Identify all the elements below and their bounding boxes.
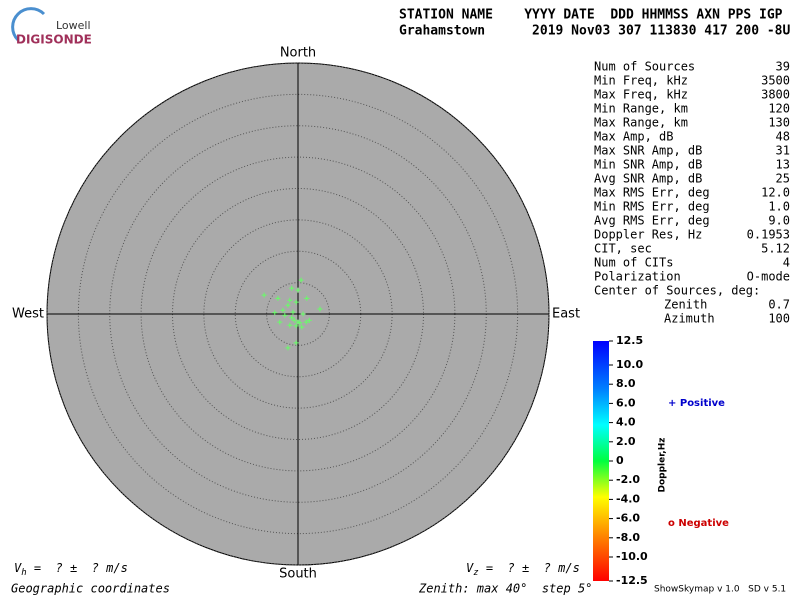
- source-point: [293, 299, 299, 305]
- source-point: [272, 310, 278, 316]
- colorbar-tick-label: 12.5: [616, 334, 643, 347]
- legend-negative: o Negative: [668, 518, 729, 529]
- source-point: [287, 297, 293, 303]
- direction-label: East: [552, 307, 580, 322]
- stat-label: Zenith: [664, 298, 707, 312]
- zenith-label: Zenith: max 40° step 5°: [418, 582, 592, 596]
- stat-label: CIT, sec: [594, 242, 652, 256]
- source-point: [306, 317, 312, 323]
- stat-label: Max Freq, kHz: [594, 88, 688, 102]
- stat-value: 5.12: [761, 242, 790, 256]
- stat-label: Min Range, km: [594, 102, 688, 116]
- colorbar-tick-label: -12.5: [616, 574, 648, 587]
- stat-label: Azimuth: [664, 312, 715, 326]
- stat-value: 12.0: [761, 186, 790, 200]
- logo-arc: [11, 7, 46, 42]
- vz-label: Vz = ? ± ? m/s: [466, 561, 580, 578]
- source-point: [290, 309, 296, 315]
- stat-value: 130: [768, 116, 790, 130]
- legend-positive: + Positive: [668, 398, 725, 409]
- stat-value: 31: [776, 144, 790, 158]
- header-row: Grahamstown 2019 Nov03 307 113830 417 20…: [399, 24, 791, 39]
- stat-label: Max RMS Err, deg: [594, 186, 710, 200]
- colorbar-tick-label: 8.0: [616, 377, 636, 390]
- colorbar-label: Doppler,Hz: [658, 437, 668, 492]
- colorbar-tick-label: 10.0: [616, 358, 643, 371]
- direction-label: West: [12, 307, 44, 322]
- direction-label: South: [279, 567, 317, 582]
- stat-label: Min Freq, kHz: [594, 74, 688, 88]
- source-point: [285, 302, 291, 308]
- source-point: [280, 307, 286, 313]
- source-point: [293, 323, 299, 329]
- logo-top: Lowell: [56, 19, 91, 32]
- stat-label: Min SNR Amp, dB: [594, 158, 702, 172]
- stat-value: 39: [776, 60, 790, 74]
- stat-label: Min RMS Err, deg: [594, 200, 710, 214]
- stat-value: 0.7: [768, 298, 790, 312]
- stat-label: Num of Sources: [594, 60, 695, 74]
- stat-value: O-mode: [747, 270, 790, 284]
- source-point: [275, 295, 281, 301]
- stat-value: 100: [768, 312, 790, 326]
- header-row: STATION NAME YYYY DATE DDD HHMMSS AXN PP…: [399, 8, 783, 23]
- colorbar-tick-label: 6.0: [616, 396, 636, 409]
- source-point: [285, 345, 291, 351]
- colorbar: [593, 341, 609, 581]
- source-point: [304, 295, 310, 301]
- coords-label: Geographic coordinates: [11, 582, 170, 596]
- source-point: [291, 317, 297, 323]
- source-point: [261, 292, 267, 298]
- colorbar-tick-label: -6.0: [616, 512, 640, 525]
- direction-label: North: [280, 46, 316, 61]
- stat-value: 13: [776, 158, 790, 172]
- stat-label: Num of CITs: [594, 256, 673, 270]
- source-point: [300, 311, 306, 317]
- source-point: [289, 285, 295, 291]
- stat-label: Avg SNR Amp, dB: [594, 172, 702, 186]
- stat-label: Max Range, km: [594, 116, 688, 130]
- stat-value: 9.0: [768, 214, 790, 228]
- source-point: [297, 320, 303, 326]
- source-point: [293, 340, 299, 346]
- stat-value: 25: [776, 172, 790, 186]
- source-point: [299, 324, 305, 330]
- source-point: [277, 319, 283, 325]
- colorbar-tick-label: 0: [616, 454, 624, 467]
- colorbar-tick-label: -10.0: [616, 550, 648, 563]
- source-point: [317, 306, 323, 312]
- stat-value: 3500: [761, 74, 790, 88]
- source-point: [287, 322, 293, 328]
- stat-label: Doppler Res, Hz: [594, 228, 702, 242]
- source-point: [282, 312, 288, 318]
- colorbar-tick-label: 2.0: [616, 435, 636, 448]
- colorbar-tick-label: -8.0: [616, 531, 640, 544]
- colorbar-tick-label: -4.0: [616, 492, 640, 505]
- vh-label: Vh = ? ± ? m/s: [14, 561, 128, 578]
- stat-label: Avg RMS Err, deg: [594, 214, 710, 228]
- source-point: [295, 287, 301, 293]
- stat-value: 0.1953: [747, 228, 790, 242]
- stat-value: 120: [768, 102, 790, 116]
- stat-value: 4: [783, 256, 790, 270]
- logo-bottom: DIGISONDE: [16, 33, 92, 47]
- source-point: [298, 277, 304, 283]
- colorbar-tick-label: -2.0: [616, 473, 640, 486]
- stat-value: 48: [776, 130, 790, 144]
- source-point: [289, 315, 295, 321]
- stat-section: Center of Sources, deg:: [594, 284, 760, 298]
- stat-label: Max SNR Amp, dB: [594, 144, 702, 158]
- source-point: [303, 319, 309, 325]
- stat-value: 3800: [761, 88, 790, 102]
- stat-label: Polarization: [594, 270, 681, 284]
- stat-label: Max Amp, dB: [594, 130, 673, 144]
- stat-value: 1.0: [768, 200, 790, 214]
- version-label: ShowSkymap v 1.0 SD v 5.1: [654, 585, 786, 595]
- colorbar-tick-label: 4.0: [616, 416, 636, 429]
